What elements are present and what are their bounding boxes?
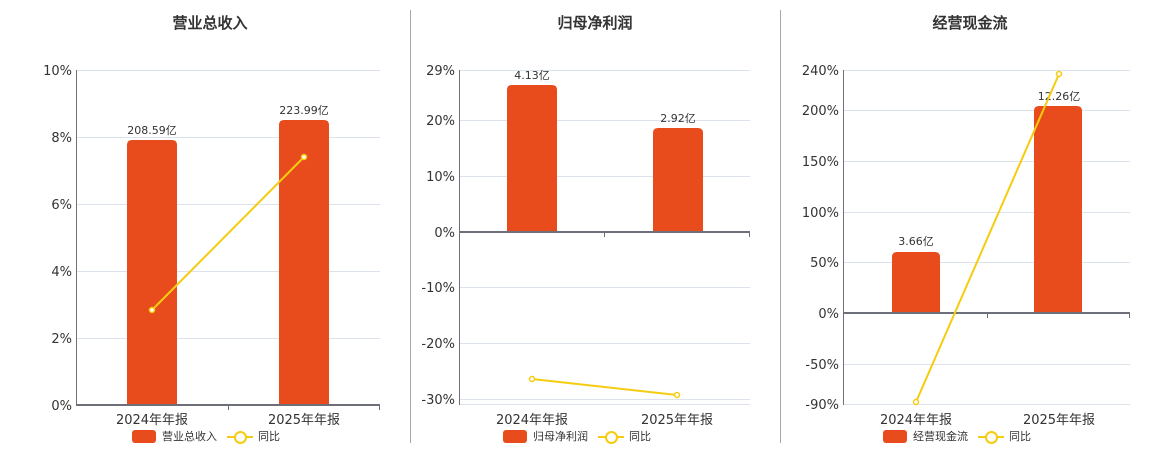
bar-2024[interactable] xyxy=(127,140,177,405)
bar-2024[interactable] xyxy=(892,252,940,313)
grid-lines xyxy=(460,70,750,405)
svg-text:0%: 0% xyxy=(51,399,72,414)
legend-bar-label[interactable]: 经营现金流 xyxy=(913,430,968,443)
svg-text:2025年年报: 2025年年报 xyxy=(268,413,340,428)
line-point[interactable] xyxy=(528,375,536,383)
svg-text:2025年年报: 2025年年报 xyxy=(641,413,713,428)
bar-2025[interactable] xyxy=(279,120,329,405)
yoy-line xyxy=(528,375,681,399)
grid-lines xyxy=(77,70,380,339)
svg-text:-10%: -10% xyxy=(421,281,455,296)
svg-text:-90%: -90% xyxy=(805,398,839,413)
legend-line-label[interactable]: 同比 xyxy=(1009,430,1031,443)
svg-text:2024年年报: 2024年年报 xyxy=(496,413,568,428)
line-point[interactable] xyxy=(673,391,681,399)
svg-text:3.66亿: 3.66亿 xyxy=(898,235,934,248)
svg-text:2024年年报: 2024年年报 xyxy=(116,413,188,428)
legend-bar-swatch[interactable] xyxy=(132,429,156,443)
line-point[interactable] xyxy=(148,306,156,314)
bars xyxy=(127,120,329,405)
line-point[interactable] xyxy=(1055,70,1063,78)
svg-text:29%: 29% xyxy=(426,64,455,79)
legend-line-icon[interactable] xyxy=(978,430,1004,444)
chart-operating-cashflow-plot: 240% 200% 150% 100% 50% 0% -50% -90% 3.6… xyxy=(802,64,1130,428)
chart-net-profit-plot: 29% 20% 10% 0% -10% -20% -30% 4.13亿 2.92… xyxy=(421,64,750,428)
legend-bar-swatch[interactable] xyxy=(883,429,907,443)
svg-text:6%: 6% xyxy=(51,198,72,213)
bars xyxy=(892,106,1082,313)
panel-divider xyxy=(410,10,411,443)
svg-text:10%: 10% xyxy=(43,64,72,79)
svg-text:50%: 50% xyxy=(810,256,839,271)
y-tick-labels: 240% 200% 150% 100% 50% 0% -50% -90% xyxy=(802,64,839,413)
legend: 营业总收入 同比 xyxy=(132,428,280,444)
y-tick-labels: 29% 20% 10% 0% -10% -20% -30% xyxy=(421,64,455,408)
chart-panel-revenue: 营业总收入 10% 8% 6% 4% 2% 0% 208.59亿 223.99亿 xyxy=(0,0,410,450)
svg-text:150%: 150% xyxy=(802,155,839,170)
line-point[interactable] xyxy=(300,153,308,161)
data-labels: 4.13亿 2.92亿 xyxy=(514,69,696,125)
legend-line-label[interactable]: 同比 xyxy=(629,430,651,443)
bars xyxy=(507,85,703,232)
svg-text:10%: 10% xyxy=(426,170,455,185)
svg-text:100%: 100% xyxy=(802,206,839,221)
svg-text:4.13亿: 4.13亿 xyxy=(514,69,550,82)
x-tick-labels: 2024年年报 2025年年报 xyxy=(116,413,340,428)
svg-text:2024年年报: 2024年年报 xyxy=(880,413,952,428)
legend-bar-label[interactable]: 营业总收入 xyxy=(162,430,217,443)
chart-panel-operating-cashflow: 经营现金流 240% 200% 150% 100% 50% 0% -50% -9… xyxy=(780,0,1160,450)
yoy-line xyxy=(912,70,1063,406)
svg-text:-50%: -50% xyxy=(805,358,839,373)
chart-title: 营业总收入 xyxy=(172,14,248,32)
legend: 经营现金流 同比 xyxy=(883,428,1031,444)
line-point[interactable] xyxy=(912,398,920,406)
svg-text:2025年年报: 2025年年报 xyxy=(1023,413,1095,428)
svg-text:0%: 0% xyxy=(818,307,839,322)
legend-line-label[interactable]: 同比 xyxy=(258,430,280,443)
svg-text:0%: 0% xyxy=(434,226,455,241)
svg-text:8%: 8% xyxy=(51,131,72,146)
legend-bar-swatch[interactable] xyxy=(503,429,527,443)
svg-text:240%: 240% xyxy=(802,64,839,79)
legend-line-icon[interactable] xyxy=(227,430,253,444)
legend-bar-label[interactable]: 归母净利润 xyxy=(533,430,588,443)
bar-2025[interactable] xyxy=(1034,106,1082,313)
svg-text:2%: 2% xyxy=(51,332,72,347)
svg-text:12.26亿: 12.26亿 xyxy=(1038,90,1081,103)
svg-text:20%: 20% xyxy=(426,114,455,129)
bar-2024[interactable] xyxy=(507,85,557,232)
svg-text:-30%: -30% xyxy=(421,393,455,408)
legend: 归母净利润 同比 xyxy=(503,428,651,444)
svg-text:-20%: -20% xyxy=(421,337,455,352)
chart-title: 归母净利润 xyxy=(557,14,633,32)
svg-text:4%: 4% xyxy=(51,265,72,280)
x-tick-labels: 2024年年报 2025年年报 xyxy=(880,413,1095,428)
chart-revenue-plot: 10% 8% 6% 4% 2% 0% 208.59亿 223.99亿 2024年… xyxy=(43,64,380,428)
chart-panel-net-profit: 归母净利润 29% 20% 10% 0% -10% -20% -30% xyxy=(410,0,780,450)
grid-lines xyxy=(844,70,1130,405)
legend-line-icon[interactable] xyxy=(598,430,624,444)
svg-text:200%: 200% xyxy=(802,104,839,119)
svg-text:2.92亿: 2.92亿 xyxy=(660,112,696,125)
svg-text:223.99亿: 223.99亿 xyxy=(279,104,329,117)
y-tick-labels: 10% 8% 6% 4% 2% 0% xyxy=(43,64,72,414)
panel-divider xyxy=(780,10,781,443)
chart-title: 经营现金流 xyxy=(932,14,1008,32)
yoy-line xyxy=(148,153,308,314)
x-tick-labels: 2024年年报 2025年年报 xyxy=(496,413,713,428)
data-labels: 208.59亿 223.99亿 xyxy=(127,104,329,137)
svg-text:208.59亿: 208.59亿 xyxy=(127,124,177,137)
bar-2025[interactable] xyxy=(653,128,703,232)
